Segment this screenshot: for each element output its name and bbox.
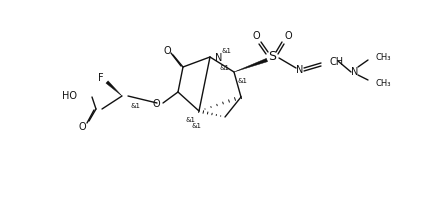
Text: N: N [215, 53, 222, 63]
Text: F: F [98, 73, 104, 83]
Text: &1: &1 [186, 116, 196, 122]
Text: N: N [351, 67, 358, 77]
Text: CH: CH [329, 57, 343, 67]
Text: S: S [268, 50, 276, 63]
Text: O: O [163, 46, 171, 56]
Text: O: O [252, 31, 260, 41]
Text: O: O [284, 31, 292, 41]
Text: CH₃: CH₃ [376, 53, 392, 62]
Text: CH₃: CH₃ [376, 79, 392, 88]
Text: &1: &1 [192, 122, 202, 128]
Text: &1: &1 [130, 102, 140, 108]
Polygon shape [234, 59, 268, 73]
Text: HO: HO [62, 90, 77, 101]
Text: O: O [152, 99, 160, 108]
Polygon shape [106, 81, 122, 97]
Text: &1: &1 [221, 48, 231, 54]
Text: &1: &1 [237, 78, 247, 84]
Text: N: N [296, 65, 304, 75]
Text: O: O [78, 121, 86, 131]
Text: &1: &1 [220, 65, 230, 71]
